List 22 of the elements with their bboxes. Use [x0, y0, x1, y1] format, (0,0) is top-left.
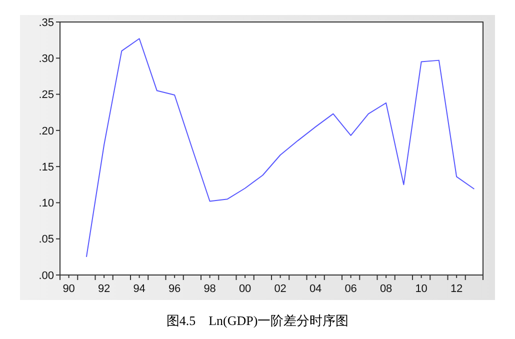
x-tick-label: 04	[309, 283, 322, 295]
y-tick-label: .30	[38, 52, 54, 65]
x-tick-label: 02	[274, 283, 286, 295]
x-tick-label: 98	[204, 283, 216, 295]
x-tick-label: 10	[415, 283, 428, 295]
y-tick-label: .35	[38, 16, 54, 29]
x-tick-label: 12	[450, 283, 463, 295]
y-tick-label: .05	[38, 234, 54, 246]
line-series	[86, 38, 475, 258]
y-tick-label: .20	[38, 125, 54, 138]
y-tick-label: .15	[38, 161, 54, 174]
y-tick-label: .00	[38, 270, 54, 282]
x-tick-label: 90	[62, 283, 75, 295]
x-tick-label: 06	[344, 283, 357, 295]
y-tick-label: .25	[38, 89, 54, 102]
x-tick-label: 08	[380, 283, 392, 295]
x-tick-label: 92	[98, 283, 110, 295]
text: 图4.5 Ln(GDP)一阶差分时序图	[166, 313, 349, 328]
x-tick-label: 00	[238, 283, 252, 295]
x-tick-label: 94	[133, 283, 146, 295]
x-tick-label: 96	[168, 283, 181, 295]
y-tick-label: .10	[38, 198, 54, 210]
